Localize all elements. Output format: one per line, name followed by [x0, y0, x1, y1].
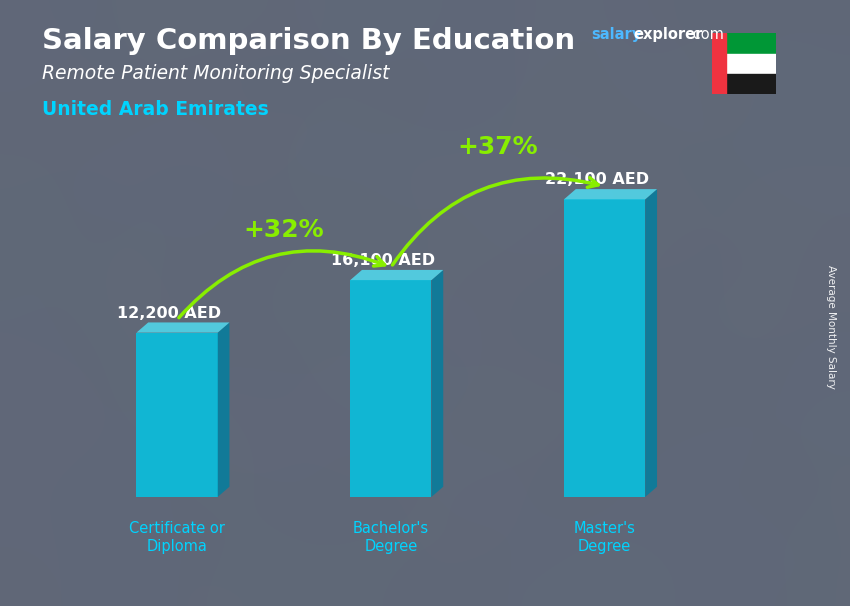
Text: .com: .com [688, 27, 724, 42]
Bar [712, 33, 726, 94]
Text: Certificate or
Diploma: Certificate or Diploma [129, 521, 225, 553]
Text: salary: salary [591, 27, 641, 42]
Text: explorer: explorer [633, 27, 703, 42]
Bar [725, 53, 776, 74]
Polygon shape [137, 333, 218, 497]
Text: +37%: +37% [457, 135, 538, 159]
Polygon shape [218, 322, 230, 497]
Polygon shape [645, 189, 657, 497]
Text: Bachelor's
Degree: Bachelor's Degree [353, 521, 429, 553]
Text: 22,100 AED: 22,100 AED [545, 172, 649, 187]
Bar [725, 33, 776, 53]
Polygon shape [564, 189, 657, 199]
Polygon shape [432, 270, 443, 497]
Polygon shape [350, 280, 432, 497]
Text: United Arab Emirates: United Arab Emirates [42, 100, 269, 119]
Text: 12,200 AED: 12,200 AED [117, 305, 221, 321]
Text: Average Monthly Salary: Average Monthly Salary [826, 265, 836, 389]
Text: Salary Comparison By Education: Salary Comparison By Education [42, 27, 575, 55]
Text: +32%: +32% [244, 218, 325, 242]
Polygon shape [564, 199, 645, 497]
Text: Remote Patient Monitoring Specialist: Remote Patient Monitoring Specialist [42, 64, 390, 82]
Text: 16,100 AED: 16,100 AED [331, 253, 435, 268]
Text: Master's
Degree: Master's Degree [574, 521, 636, 553]
Polygon shape [350, 270, 443, 280]
Bar [725, 74, 776, 94]
Polygon shape [137, 322, 230, 333]
